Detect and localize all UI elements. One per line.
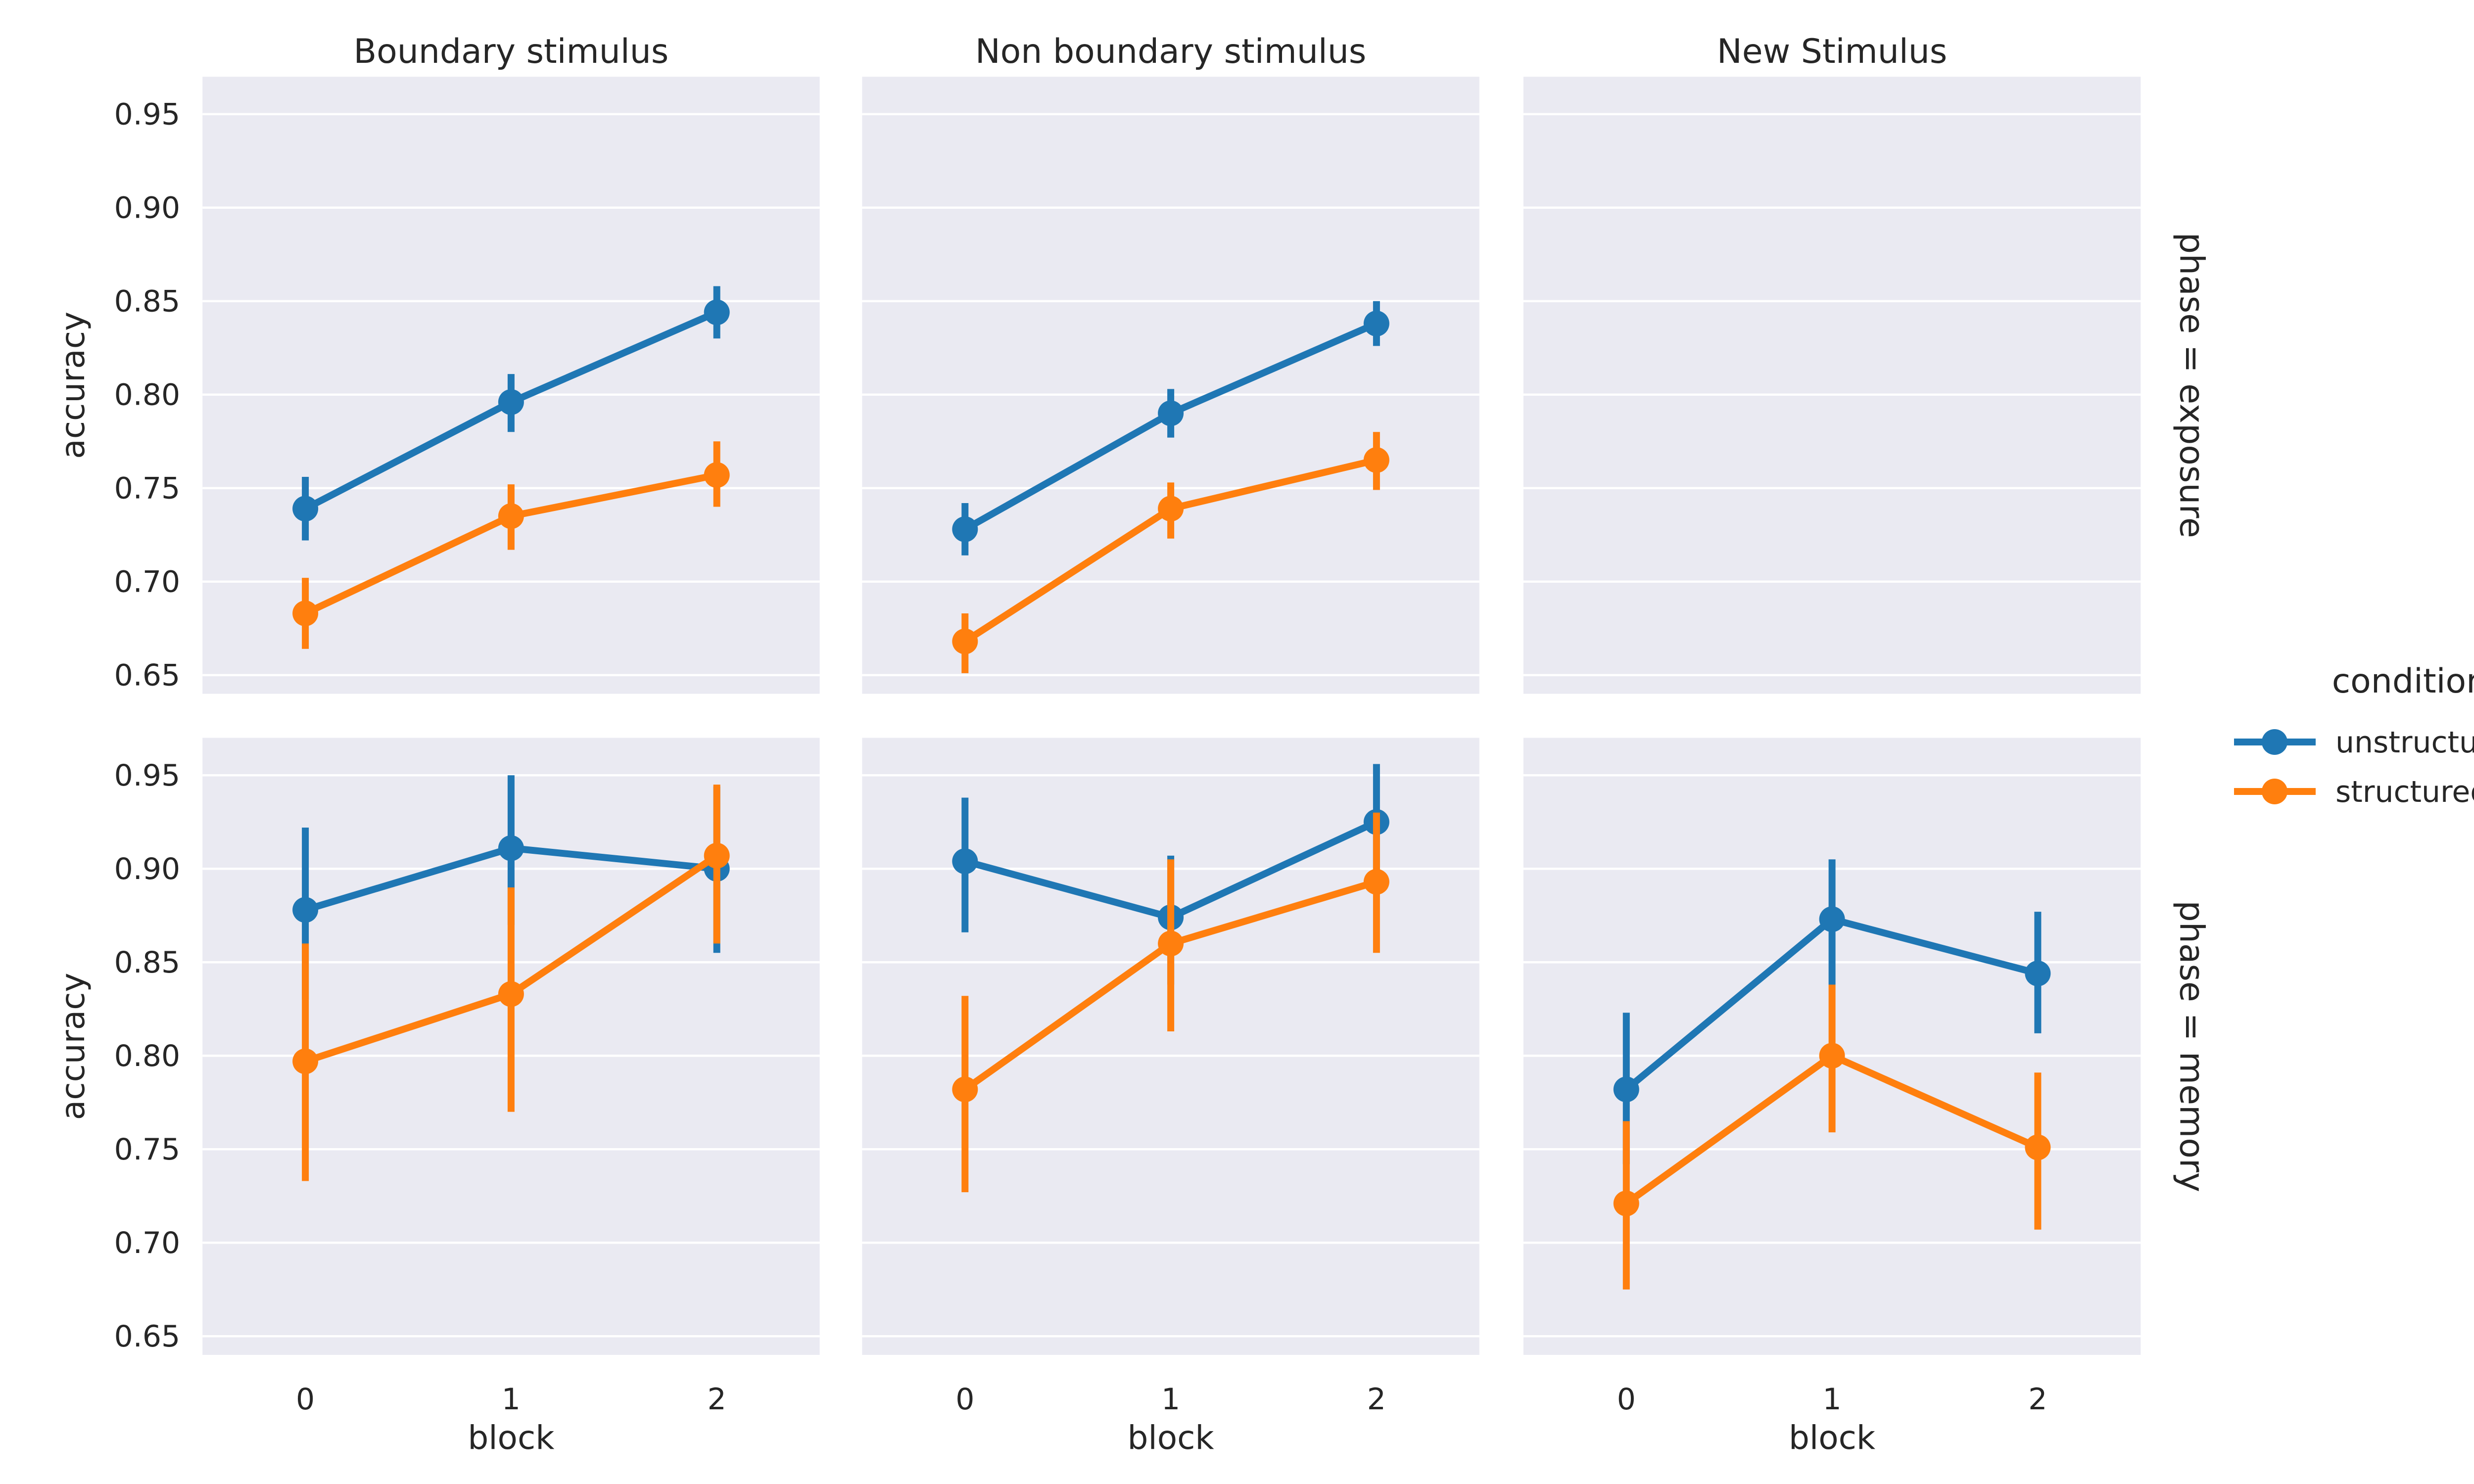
point-structured [292, 600, 319, 626]
point-structured [1363, 447, 1389, 473]
x-tick-label: 1 [1161, 1382, 1180, 1417]
column-title: Non boundary stimulus [975, 32, 1367, 71]
y-tick-label: 0.80 [114, 378, 181, 413]
y-tick-label: 0.90 [114, 852, 181, 886]
row-title: phase = memory [2172, 901, 2211, 1193]
facet-panel-r0-c2 [1523, 77, 2141, 694]
point-unstructured [292, 897, 319, 923]
point-structured [292, 1048, 319, 1074]
point-unstructured [498, 835, 524, 861]
point-unstructured [1819, 906, 1845, 932]
y-tick-label: 0.80 [114, 1039, 181, 1073]
x-tick-label: 2 [708, 1382, 726, 1417]
point-unstructured [1158, 400, 1184, 426]
legend-label-structured: structured [2335, 775, 2474, 809]
point-structured [2025, 1134, 2051, 1160]
facet-panel-r1-c1 [862, 738, 1479, 1355]
legend-title: condition [2332, 662, 2474, 701]
point-structured [704, 462, 730, 488]
point-structured [952, 1076, 978, 1103]
legend-swatch-point [2262, 779, 2287, 804]
point-structured [1819, 1043, 1845, 1069]
x-axis-label: block [1789, 1419, 1876, 1457]
x-tick-label: 0 [955, 1382, 974, 1417]
point-structured [1363, 869, 1389, 895]
point-unstructured [498, 389, 524, 415]
point-unstructured [1363, 311, 1389, 337]
x-tick-label: 0 [296, 1382, 315, 1417]
point-unstructured [2025, 960, 2051, 986]
column-title: Boundary stimulus [353, 32, 668, 71]
row-title: phase = exposure [2172, 232, 2211, 538]
point-unstructured [704, 299, 730, 325]
point-unstructured [952, 848, 978, 875]
point-unstructured [1613, 1076, 1639, 1103]
legend-label-unstructured: unstructured [2335, 725, 2474, 760]
y-axis-label: accuracy [54, 312, 92, 459]
column-title: New Stimulus [1717, 32, 1947, 71]
point-structured [1613, 1190, 1639, 1216]
x-tick-label: 1 [502, 1382, 521, 1417]
point-structured [1158, 496, 1184, 522]
y-tick-label: 0.90 [114, 191, 181, 226]
point-structured [498, 503, 524, 529]
point-structured [704, 842, 730, 869]
point-unstructured [292, 496, 319, 522]
y-axis-label: accuracy [54, 973, 92, 1120]
x-axis-label: block [468, 1419, 555, 1457]
y-tick-label: 0.95 [114, 97, 181, 132]
y-tick-label: 0.70 [114, 1226, 181, 1260]
x-tick-label: 0 [1617, 1382, 1636, 1417]
y-tick-label: 0.95 [114, 758, 181, 793]
point-structured [952, 628, 978, 654]
y-tick-label: 0.85 [114, 945, 181, 980]
facet-panel-r0-c1 [862, 77, 1479, 694]
x-axis-label: block [1128, 1419, 1215, 1457]
legend-swatch-point [2262, 729, 2287, 755]
y-tick-label: 0.70 [114, 565, 181, 600]
y-tick-label: 0.75 [114, 1132, 181, 1167]
point-structured [498, 981, 524, 1007]
x-tick-label: 2 [2028, 1382, 2047, 1417]
y-tick-label: 0.85 [114, 284, 181, 319]
y-tick-label: 0.65 [114, 1319, 181, 1354]
y-tick-label: 0.75 [114, 471, 181, 506]
x-tick-label: 2 [1367, 1382, 1386, 1417]
x-tick-label: 1 [1823, 1382, 1842, 1417]
point-unstructured [952, 516, 978, 542]
y-tick-label: 0.65 [114, 658, 181, 693]
point-structured [1158, 930, 1184, 957]
